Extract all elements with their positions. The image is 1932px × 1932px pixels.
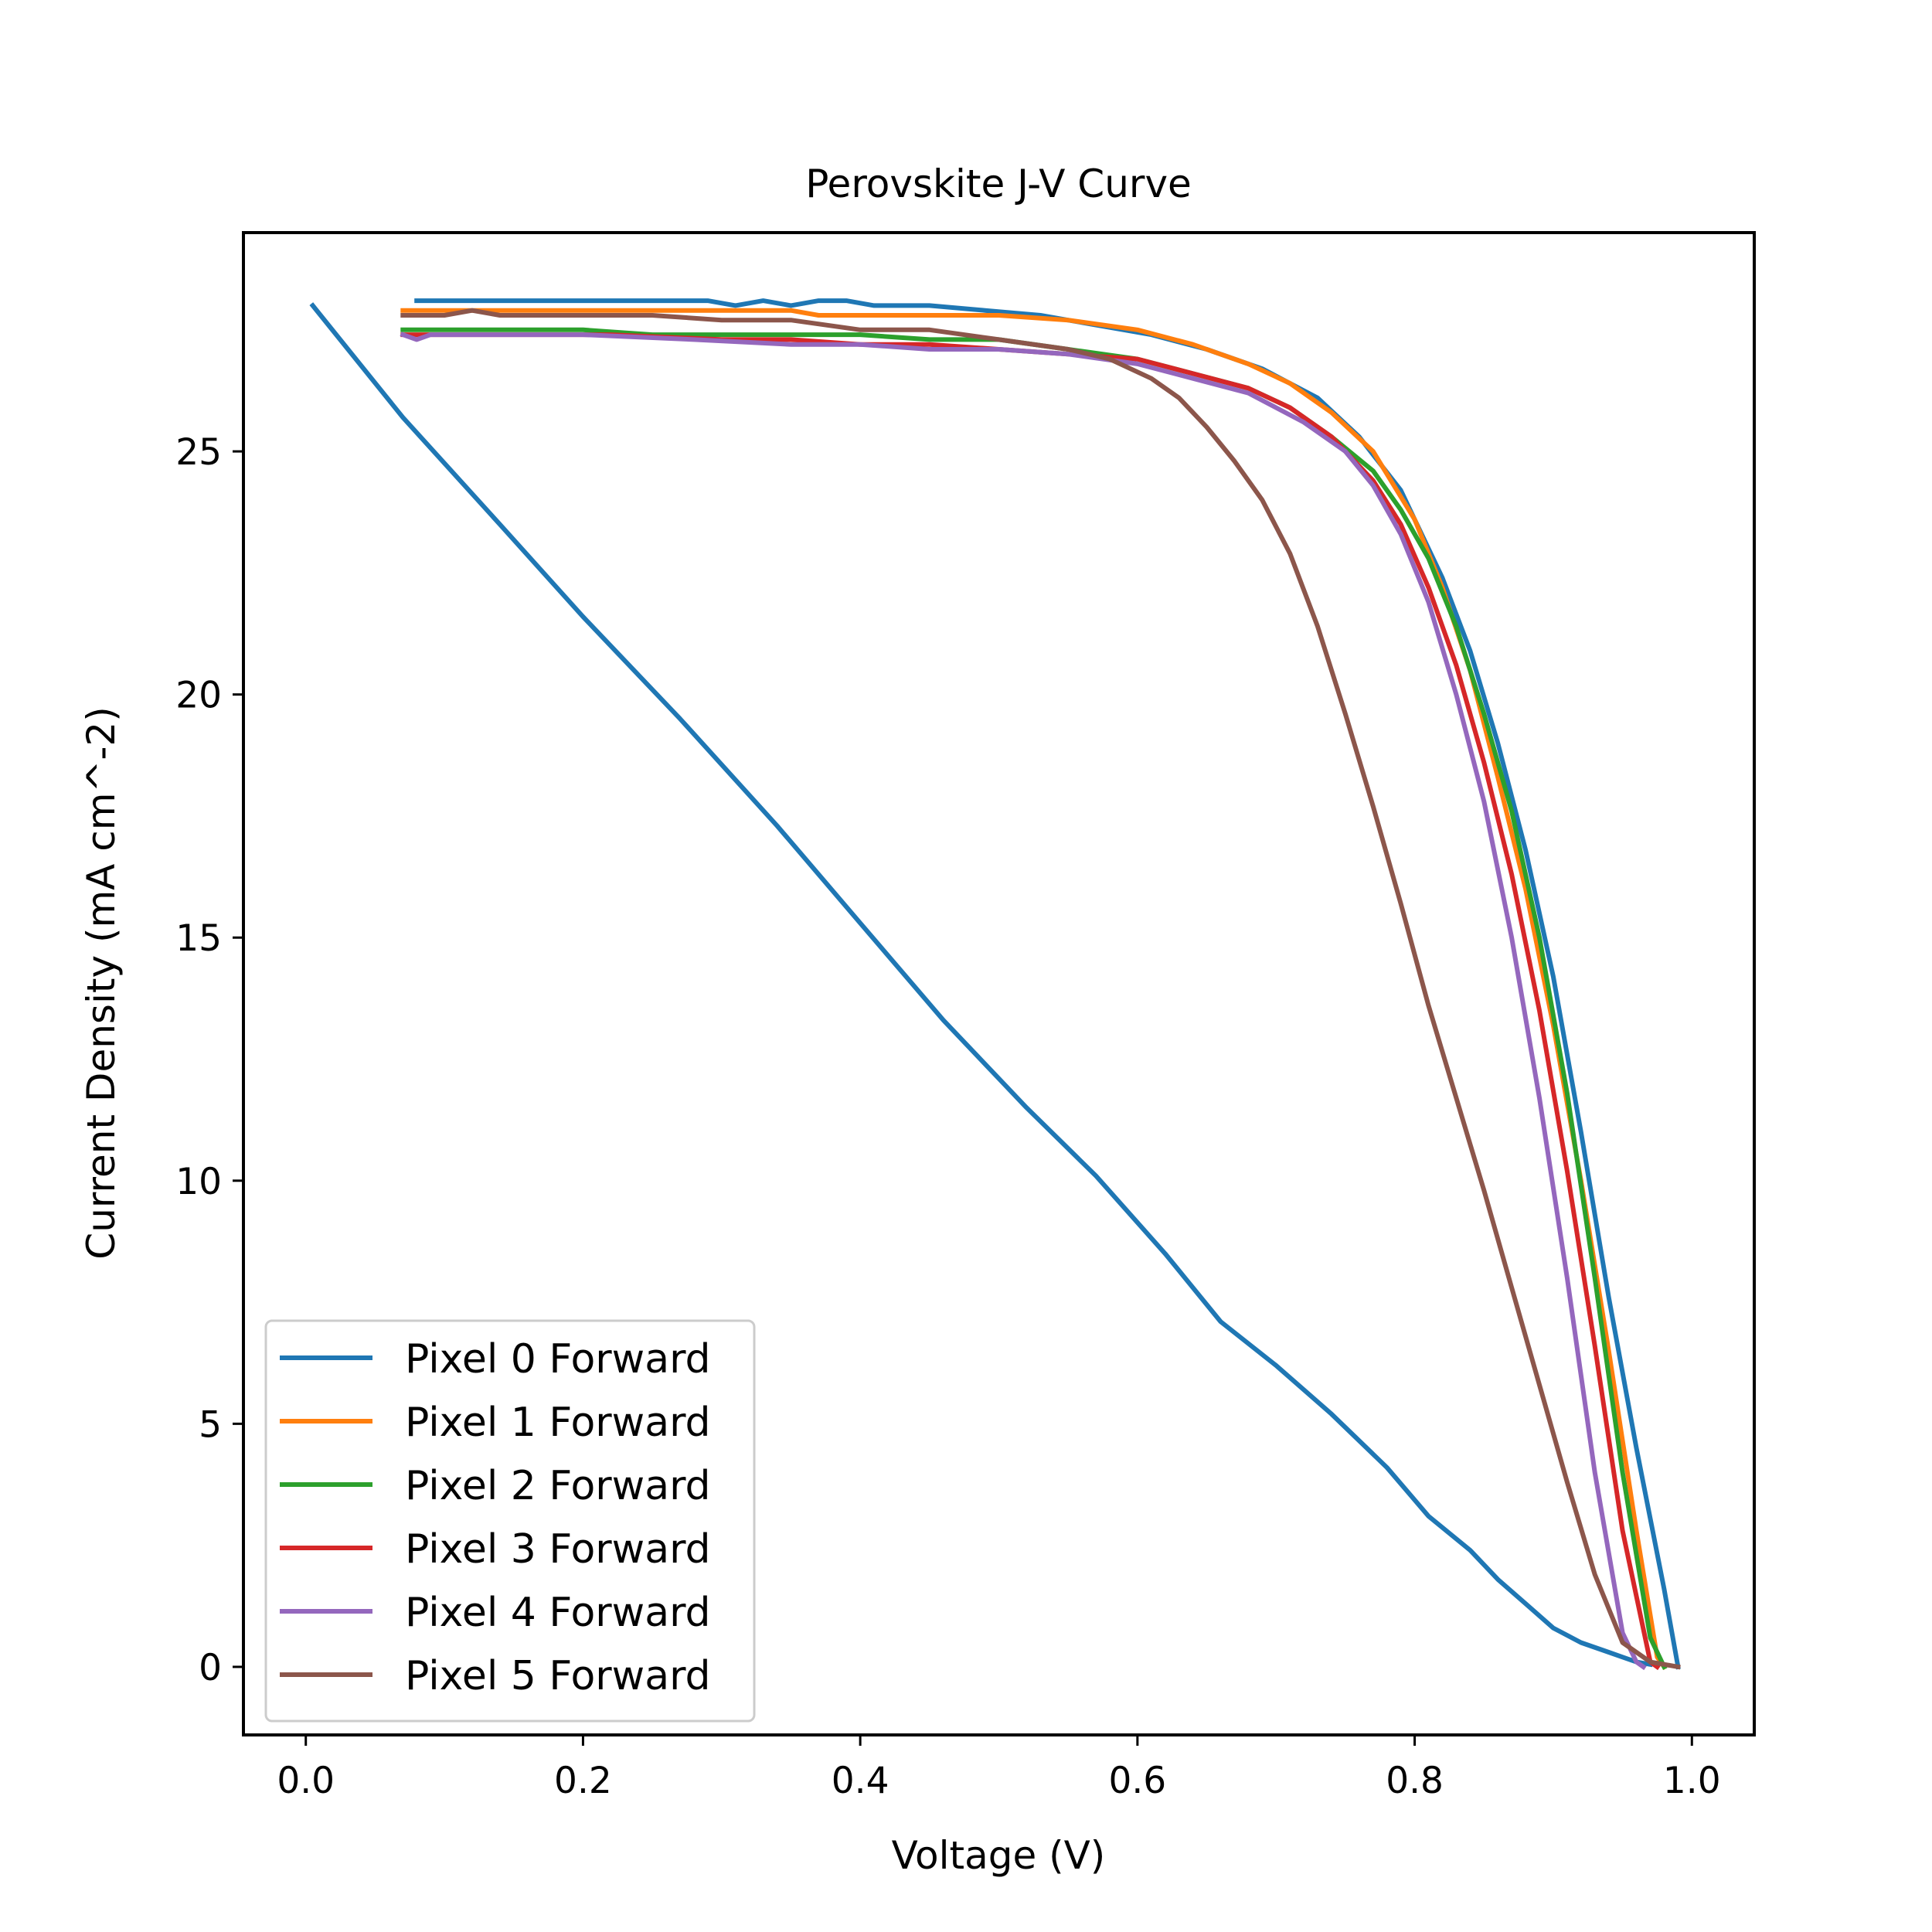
y-tick-label: 5 [199,1403,222,1446]
chart-title: Perovskite J-V Curve [805,162,1192,206]
legend-label: Pixel 2 Forward [405,1463,711,1509]
legend-box [264,1319,756,1723]
x-tick-label: 0.8 [1386,1760,1444,1802]
legend-label: Pixel 3 Forward [405,1526,711,1573]
y-tick-label: 25 [175,431,222,474]
series-line-5 [400,332,1647,1671]
x-tick-label: 1.0 [1663,1760,1721,1802]
x-tick-label: 0.0 [277,1760,335,1802]
legend-label: Pixel 1 Forward [405,1400,711,1446]
x-axis-label: Voltage (V) [892,1833,1106,1878]
plot-frame [242,231,1756,1736]
series-layer [309,298,1681,1671]
x-tick-label: 0.6 [1108,1760,1166,1802]
x-axis: 0.0 0.2 0.4 0.6 0.8 1.0 [277,1735,1721,1802]
legend-label: Pixel 5 Forward [405,1653,711,1699]
y-axis-label: Current Density (mA cm^-2) [79,706,124,1259]
series-line-0 [309,302,1653,1668]
x-tick-label: 0.4 [832,1760,889,1802]
series-line-6 [400,308,1681,1670]
y-tick-label: 15 [175,917,222,960]
y-tick-label: 10 [175,1161,222,1203]
legend-label: Pixel 0 Forward [405,1336,711,1383]
x-tick-label: 0.2 [554,1760,612,1802]
y-tick-label: 20 [175,675,222,717]
series-line-4 [400,332,1661,1671]
y-axis: 0 5 10 15 20 25 [175,431,243,1689]
y-tick-label: 0 [199,1647,222,1689]
legend: Pixel 0 Forward Pixel 1 Forward Pixel 2 Fo… [264,1319,756,1723]
legend-label: Pixel 4 Forward [405,1590,711,1636]
